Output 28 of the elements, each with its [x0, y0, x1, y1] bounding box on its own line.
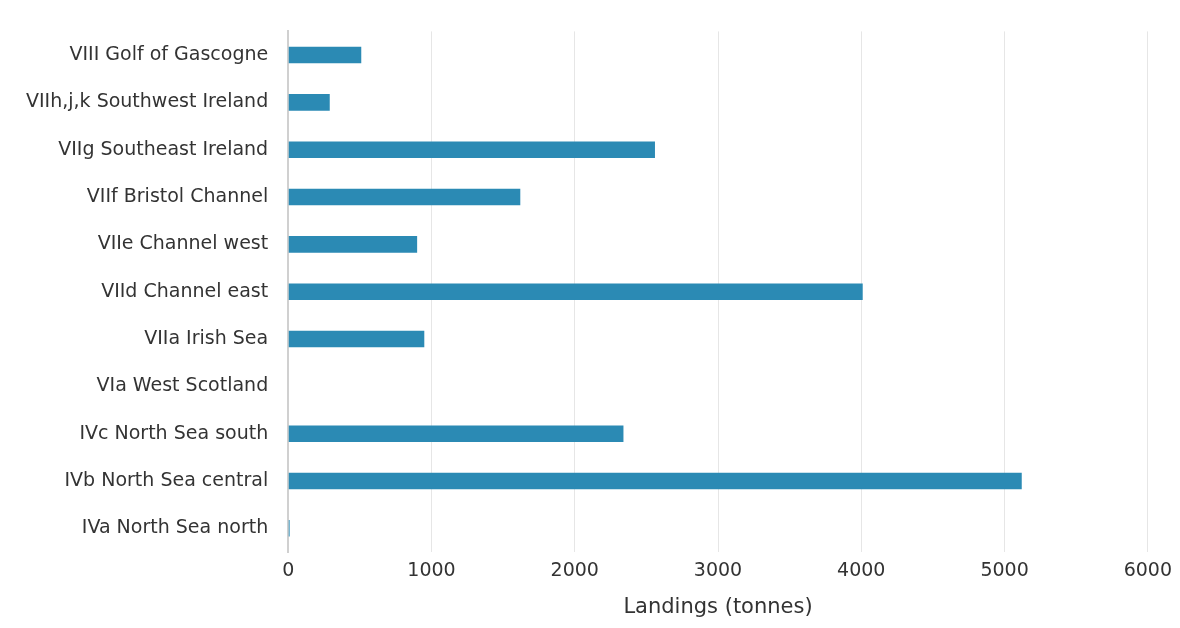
bar [288, 46, 362, 64]
x-tick-label: 3000 [693, 558, 743, 581]
x-tick-label: 6000 [1123, 558, 1172, 581]
bar [288, 283, 863, 300]
y-tick-label: VIa West Scotland [96, 373, 269, 396]
x-tick-label: 0 [282, 558, 295, 581]
y-tick-label: VIIg Southeast Ireland [58, 136, 269, 159]
y-tick-label: IVb North Sea central [64, 467, 269, 490]
bar [288, 425, 624, 442]
bar [288, 472, 1022, 490]
bar [288, 236, 418, 253]
x-axis-title: Landings (tonnes) [623, 593, 813, 618]
y-tick-label: VIIf Bristol Channel [86, 183, 269, 206]
y-tick-label: VIIh,j,k Southwest Ireland [25, 89, 269, 112]
y-tick-label: VIId Channel east [101, 278, 269, 301]
bar [288, 94, 330, 111]
y-tick-label: IVc North Sea south [79, 420, 269, 443]
bar [288, 330, 425, 348]
y-tick-label: IVa North Sea north [81, 515, 269, 538]
x-tick-label: 2000 [550, 558, 599, 581]
bar [288, 188, 521, 206]
y-tick-label: VIIa Irish Sea [144, 325, 269, 348]
y-tick-label: VIII Golf of Gascogne [69, 42, 269, 64]
x-tick-label: 4000 [837, 558, 886, 581]
y-tick-label: VIIe Channel west [97, 231, 269, 254]
x-tick-label: 5000 [980, 558, 1029, 581]
bar [288, 141, 655, 158]
x-tick-label: 1000 [407, 558, 456, 581]
